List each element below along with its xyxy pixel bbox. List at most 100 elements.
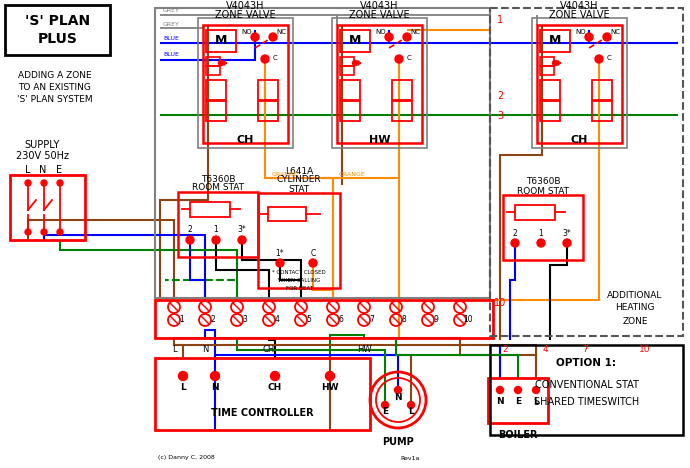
Text: PUMP: PUMP	[382, 437, 414, 447]
Text: ROOM STAT: ROOM STAT	[192, 183, 244, 192]
Bar	[5, 5, 110, 55]
Text: L: L	[533, 397, 539, 407]
Text: 1: 1	[539, 228, 544, 237]
Circle shape	[186, 236, 194, 244]
Circle shape	[179, 372, 188, 380]
Text: 2: 2	[502, 345, 508, 354]
Circle shape	[563, 239, 571, 247]
Text: L: L	[26, 165, 31, 175]
Text: ZONE: ZONE	[622, 316, 648, 326]
Circle shape	[511, 239, 519, 247]
Bar	[190, 202, 230, 217]
Circle shape	[25, 229, 31, 235]
Text: HW: HW	[322, 383, 339, 393]
Text: V4043H: V4043H	[560, 1, 598, 11]
Text: ORANGE: ORANGE	[272, 173, 298, 177]
Text: PLUS: PLUS	[37, 32, 77, 46]
Text: C: C	[607, 55, 611, 61]
Circle shape	[276, 259, 284, 267]
Bar	[206, 80, 226, 100]
Text: 1: 1	[179, 314, 184, 323]
Circle shape	[57, 180, 63, 186]
Text: TO AN EXISTING: TO AN EXISTING	[19, 82, 92, 92]
Bar	[392, 101, 412, 121]
Text: HW: HW	[357, 345, 371, 354]
Text: E: E	[56, 165, 62, 175]
Circle shape	[261, 55, 269, 63]
Text: ZONE VALVE: ZONE VALVE	[215, 10, 275, 20]
Circle shape	[497, 387, 504, 394]
Text: 2: 2	[513, 228, 518, 237]
Text: CH: CH	[571, 135, 588, 145]
Bar	[198, 18, 293, 148]
Circle shape	[251, 33, 259, 41]
Circle shape	[309, 259, 317, 267]
Text: NO: NO	[575, 29, 586, 35]
Text: OPTION 1:: OPTION 1:	[557, 358, 616, 368]
Bar	[258, 193, 340, 288]
Text: STAT: STAT	[288, 184, 310, 193]
Text: 3: 3	[497, 111, 503, 121]
Text: N: N	[201, 345, 208, 354]
Text: CH: CH	[268, 383, 282, 393]
Text: NO: NO	[375, 29, 386, 35]
Text: V4043H: V4043H	[226, 1, 264, 11]
Bar	[10, 175, 85, 240]
Text: 6: 6	[339, 314, 344, 323]
Circle shape	[537, 239, 545, 247]
Text: L: L	[408, 408, 414, 417]
Circle shape	[553, 60, 558, 66]
Text: * CONTACT CLOSED: * CONTACT CLOSED	[272, 271, 326, 276]
Text: L: L	[172, 345, 177, 354]
Circle shape	[603, 33, 611, 41]
Text: T6360B: T6360B	[201, 175, 235, 183]
Circle shape	[210, 372, 219, 380]
Circle shape	[57, 229, 63, 235]
Text: N: N	[394, 394, 402, 402]
Text: 2: 2	[188, 226, 193, 234]
Text: M: M	[215, 35, 227, 47]
Bar	[258, 101, 278, 121]
Text: 8: 8	[402, 314, 406, 323]
Text: HEATING: HEATING	[615, 304, 655, 313]
Bar	[155, 358, 370, 430]
Bar	[540, 80, 560, 100]
Text: ORANGE: ORANGE	[339, 173, 366, 177]
Text: CH: CH	[237, 135, 254, 145]
Bar	[155, 8, 490, 298]
Text: E: E	[515, 397, 521, 407]
Bar	[340, 66, 354, 75]
Text: NO: NO	[241, 29, 253, 35]
Text: ADDING A ZONE: ADDING A ZONE	[18, 71, 92, 80]
Text: N: N	[211, 383, 219, 393]
Text: E: E	[382, 408, 388, 417]
Bar	[203, 25, 288, 143]
Text: TIME CONTROLLER: TIME CONTROLLER	[211, 408, 314, 418]
Text: GREY: GREY	[163, 8, 180, 14]
Circle shape	[595, 55, 603, 63]
Text: NC: NC	[610, 29, 620, 35]
Text: BOILER: BOILER	[498, 430, 538, 440]
Text: 1: 1	[214, 226, 218, 234]
Text: N: N	[39, 165, 47, 175]
Bar	[268, 207, 306, 221]
Text: N: N	[496, 397, 504, 407]
Bar	[337, 25, 422, 143]
Circle shape	[403, 33, 411, 41]
Circle shape	[408, 402, 415, 409]
Bar	[340, 30, 370, 52]
Text: 10: 10	[494, 298, 506, 308]
Circle shape	[41, 180, 47, 186]
Text: ADDITIONAL: ADDITIONAL	[607, 291, 662, 300]
Bar	[540, 66, 554, 75]
Text: 2: 2	[210, 314, 215, 323]
Text: ROOM STAT: ROOM STAT	[517, 187, 569, 196]
Bar	[340, 57, 354, 66]
Text: 4: 4	[275, 314, 279, 323]
Bar	[592, 80, 612, 100]
Circle shape	[515, 387, 522, 394]
Text: L641A: L641A	[285, 167, 313, 176]
Bar	[258, 80, 278, 100]
Text: 3: 3	[243, 314, 248, 323]
Bar	[340, 101, 360, 121]
